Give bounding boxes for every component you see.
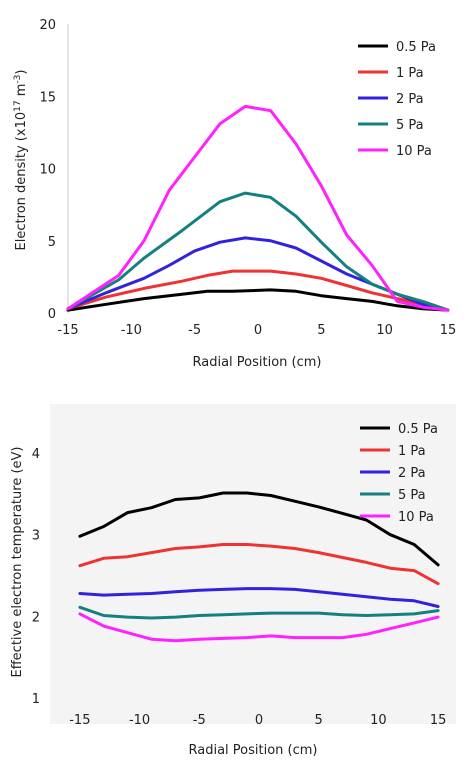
top-legend-label: 0.5 Pa — [396, 40, 436, 55]
bottom-x-tick-label: 0 — [255, 713, 263, 728]
top-legend-label: 10 Pa — [396, 144, 432, 159]
top-x-axis-label: Radial Position (cm) — [193, 355, 322, 370]
bottom-plot-background — [50, 404, 456, 724]
electron-density-chart: 0 5 10 15 20 -15 -10 -5 0 5 10 15 0.5 Pa 1 Pa 2 Pa 5 … — [0, 0, 469, 380]
bottom-x-tick-label: 10 — [370, 713, 387, 728]
bottom-x-axis-label: Radial Position (cm) — [189, 743, 318, 758]
top-x-tick-label: -15 — [57, 323, 78, 338]
bottom-series-line — [78, 543, 440, 586]
top-y-axis-label: Electron density (x1017 m-3) — [13, 70, 29, 251]
bottom-y-axis-label: Effective electron temperature (eV) — [10, 447, 25, 678]
top-legend-label: 2 Pa — [396, 92, 424, 107]
bottom-legend-label: 2 Pa — [398, 466, 426, 481]
top-y-tick-label: 10 — [39, 163, 56, 178]
top-y-axis-label-exponent: 17 — [13, 100, 23, 111]
top-series-line — [66, 104, 450, 312]
bottom-y-tick-label: 3 — [32, 529, 40, 544]
bottom-x-tick-label: -15 — [69, 713, 90, 728]
top-y-tick-label: 0 — [48, 307, 56, 322]
top-x-tick-label: -5 — [188, 323, 201, 338]
bottom-series-line — [78, 587, 440, 608]
top-y-tick-label: 15 — [39, 90, 56, 105]
bottom-legend-label: 5 Pa — [398, 488, 426, 503]
top-x-tick-label: -10 — [121, 323, 142, 338]
bottom-y-tick-label: 4 — [32, 447, 40, 462]
top-y-axis-label-unit-exponent: -3 — [13, 75, 23, 84]
top-series-line — [66, 191, 450, 312]
bottom-series-line — [78, 491, 440, 567]
top-y-axis-label-unit: m — [14, 84, 29, 101]
top-y-axis-label-end: ) — [14, 70, 29, 75]
top-plot-background — [0, 0, 469, 380]
top-y-tick-label: 20 — [39, 18, 56, 33]
bottom-y-tick-label: 1 — [32, 692, 40, 707]
bottom-x-tick-label: 15 — [430, 713, 447, 728]
top-y-tick-label: 5 — [48, 235, 56, 250]
top-legend-label: 1 Pa — [396, 66, 424, 81]
top-x-tick-label: 10 — [376, 323, 393, 338]
top-x-tick-label: 5 — [317, 323, 325, 338]
top-x-tick-label: 0 — [254, 323, 262, 338]
top-y-axis-label-main: Electron density (x10 — [14, 112, 29, 251]
bottom-x-tick-label: 5 — [315, 713, 323, 728]
top-x-tick-label: 15 — [440, 323, 457, 338]
bottom-x-tick-label: -5 — [193, 713, 206, 728]
bottom-x-tick-label: -10 — [129, 713, 150, 728]
bottom-series-line — [78, 605, 440, 620]
top-legend-label: 5 Pa — [396, 118, 424, 133]
bottom-legend-label: 1 Pa — [398, 444, 426, 459]
bottom-series-line — [78, 612, 440, 643]
bottom-legend-label: 10 Pa — [398, 510, 434, 525]
bottom-legend-label: 0.5 Pa — [398, 422, 438, 437]
electron-temperature-chart: 1 2 3 4 -15 -10 -5 0 5 10 15 0.5 Pa 1 Pa 2 Pa 5 Pa 10… — [10, 404, 456, 758]
top-series-line — [66, 288, 450, 312]
bottom-y-tick-label: 2 — [32, 610, 40, 625]
